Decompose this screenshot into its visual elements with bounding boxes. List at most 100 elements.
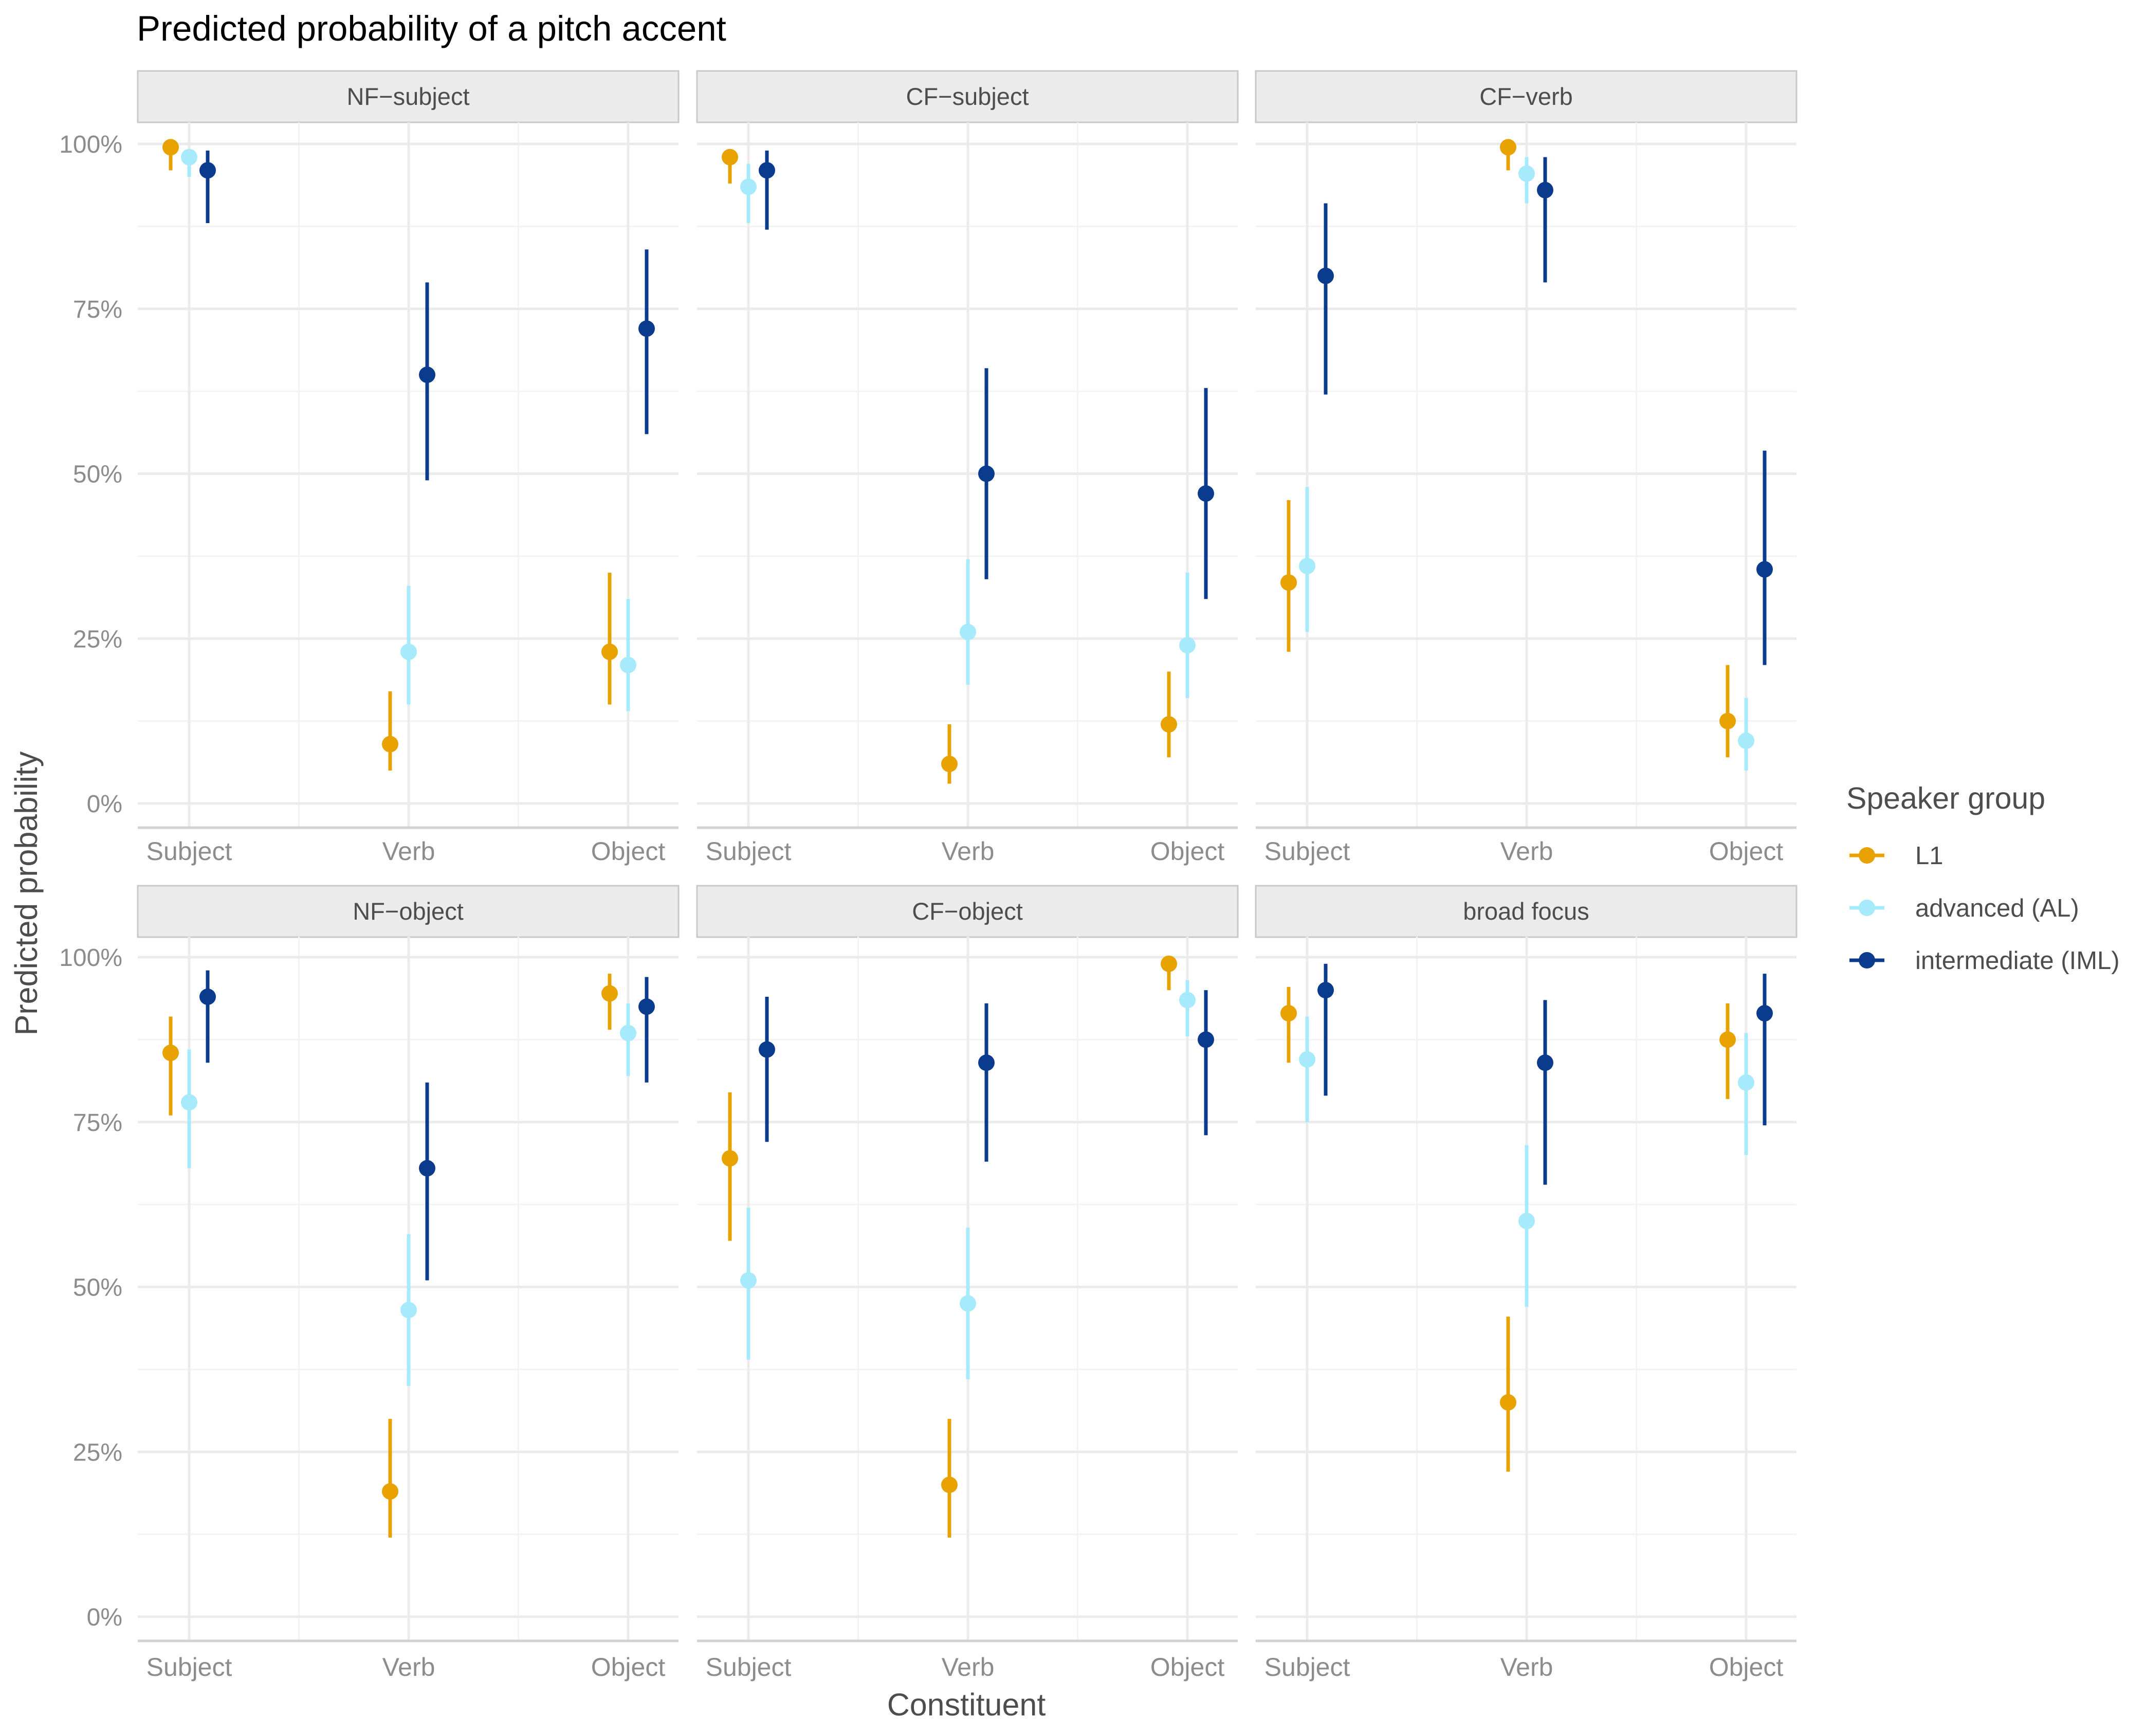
- strip-background: [696, 70, 1239, 123]
- legend-key-point: [1859, 952, 1875, 968]
- data-point: [1518, 165, 1535, 182]
- data-point: [1198, 1031, 1214, 1048]
- x-tick-label: Object: [1709, 837, 1784, 866]
- strip-background: [1255, 70, 1798, 123]
- legend: Speaker group L1 advanced (AL) intermediat…: [1846, 781, 2120, 975]
- y-tick-label: 25%: [73, 1439, 122, 1466]
- facet-panel: NF−subject 0% 25% 50% 75% 100% Subject Verb Obje…: [59, 70, 680, 866]
- data-point: [199, 988, 216, 1005]
- data-point: [1756, 1005, 1773, 1022]
- data-point: [1537, 181, 1553, 198]
- data-point: [740, 178, 757, 195]
- data-point: [1719, 1031, 1736, 1048]
- data-point: [1161, 955, 1177, 972]
- strip-background: [137, 885, 680, 938]
- data-point: [1518, 1213, 1535, 1230]
- x-axis-title: Constituent: [887, 1687, 1046, 1722]
- chart-title: Predicted probability of a pitch accent: [137, 9, 726, 48]
- facet-panel: NF−object 0% 25% 50% 75% 100% Subject Verb Objec…: [59, 885, 680, 1682]
- data-point: [1738, 733, 1754, 750]
- y-tick-label: 50%: [73, 1274, 122, 1302]
- data-point: [722, 1150, 738, 1167]
- data-point: [419, 367, 435, 383]
- x-tick-label: Subject: [1264, 837, 1350, 866]
- data-point: [740, 1272, 757, 1289]
- x-tick-label: Verb: [1500, 1653, 1553, 1682]
- y-axis-title: Predicted probability: [9, 751, 44, 1035]
- data-point: [1161, 716, 1177, 733]
- x-tick-label: Subject: [706, 837, 792, 866]
- data-point: [638, 320, 655, 337]
- data-point: [759, 162, 775, 179]
- data-point: [1756, 561, 1773, 578]
- legend-label: L1: [1915, 842, 1944, 870]
- data-point: [382, 736, 398, 753]
- data-point: [181, 1094, 197, 1111]
- data-point: [1317, 267, 1334, 284]
- data-point: [162, 139, 179, 156]
- strip-label: NF−object: [353, 898, 464, 925]
- data-point: [382, 1483, 398, 1500]
- facet-panel: CF−subject Subject Verb Object: [696, 70, 1239, 866]
- data-point: [978, 465, 995, 482]
- data-point: [620, 656, 636, 673]
- x-tick-label: Verb: [382, 837, 435, 866]
- data-point: [759, 1041, 775, 1058]
- x-tick-label: Subject: [706, 1653, 792, 1682]
- strip-label: broad focus: [1463, 898, 1589, 925]
- strip-label: CF−verb: [1479, 83, 1573, 110]
- facet-panel: CF−object Subject Verb Object: [696, 885, 1239, 1682]
- data-point: [1179, 637, 1196, 654]
- strip-label: NF−subject: [346, 83, 469, 110]
- data-point: [1198, 485, 1214, 502]
- data-point: [181, 149, 197, 166]
- data-point: [1537, 1054, 1553, 1071]
- y-tick-label: 50%: [73, 461, 122, 488]
- x-tick-label: Subject: [146, 837, 232, 866]
- data-point: [1500, 139, 1516, 156]
- data-point: [601, 985, 618, 1002]
- strip-label: CF−object: [912, 898, 1023, 925]
- legend-title: Speaker group: [1846, 781, 2045, 815]
- facet-panels: NF−subject 0% 25% 50% 75% 100% Subject Verb Obje…: [59, 70, 1798, 1682]
- data-point: [722, 149, 738, 166]
- data-point: [400, 1302, 417, 1319]
- y-tick-label: 100%: [59, 944, 122, 972]
- data-point: [941, 1476, 958, 1493]
- y-tick-label: 0%: [87, 791, 122, 818]
- facet-panel: broad focus Subject Verb Object: [1255, 885, 1798, 1682]
- x-tick-label: Verb: [382, 1653, 435, 1682]
- data-point: [638, 998, 655, 1015]
- x-tick-label: Object: [1709, 1653, 1784, 1682]
- x-tick-label: Subject: [146, 1653, 232, 1682]
- strip-background: [137, 70, 680, 123]
- data-point: [1299, 558, 1315, 575]
- data-point: [1500, 1394, 1516, 1411]
- facet-panel: CF−verb Subject Verb Object: [1255, 70, 1798, 866]
- data-point: [162, 1045, 179, 1062]
- data-point: [1317, 982, 1334, 999]
- data-point: [1280, 574, 1297, 591]
- data-point: [601, 643, 618, 660]
- data-point: [1280, 1005, 1297, 1022]
- data-point: [419, 1160, 435, 1177]
- data-point: [1738, 1074, 1754, 1091]
- data-point: [978, 1054, 995, 1071]
- x-tick-label: Object: [1150, 837, 1225, 866]
- data-point: [941, 756, 958, 773]
- x-tick-label: Object: [591, 837, 666, 866]
- data-point: [199, 162, 216, 179]
- x-tick-label: Verb: [942, 837, 995, 866]
- x-tick-label: Object: [1150, 1653, 1225, 1682]
- x-tick-label: Verb: [1500, 837, 1553, 866]
- legend-label: advanced (AL): [1915, 894, 2079, 922]
- data-point: [960, 1295, 976, 1312]
- strip-background: [696, 885, 1239, 938]
- strip-label: CF−subject: [906, 83, 1029, 110]
- y-tick-label: 75%: [73, 296, 122, 323]
- y-tick-label: 100%: [59, 131, 122, 158]
- data-point: [960, 624, 976, 641]
- data-point: [620, 1025, 636, 1041]
- y-tick-label: 75%: [73, 1109, 122, 1137]
